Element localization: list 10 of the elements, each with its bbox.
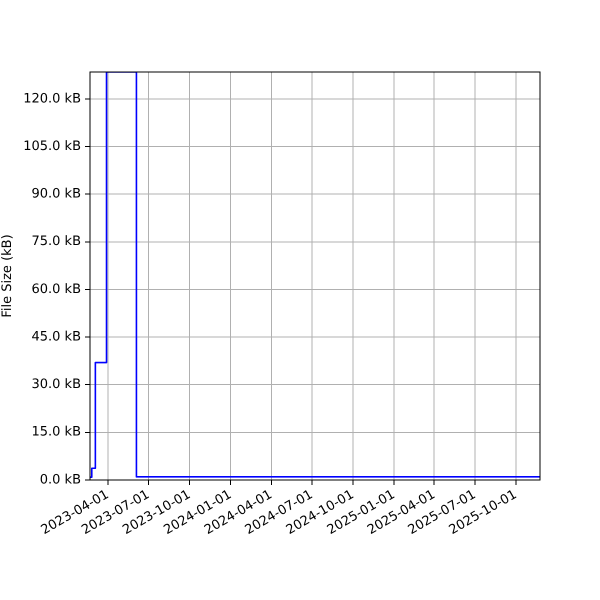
y-tick-label: 15.0 kB	[31, 424, 81, 440]
y-tick-label: 45.0 kB	[31, 329, 81, 344]
y-tick-label: 90.0 kB	[31, 186, 81, 202]
y-axis-title: File Size (kB)	[0, 234, 16, 318]
y-tick-label: 60.0 kB	[31, 282, 81, 297]
y-tick-label: 120.0 kB	[23, 91, 81, 106]
y-tick-label: 30.0 kB	[31, 377, 81, 392]
y-tick-label: 75.0 kB	[31, 234, 81, 250]
y-tick-label: 105.0 kB	[23, 138, 81, 154]
y-tick-label: 0.0 kB	[40, 472, 81, 488]
